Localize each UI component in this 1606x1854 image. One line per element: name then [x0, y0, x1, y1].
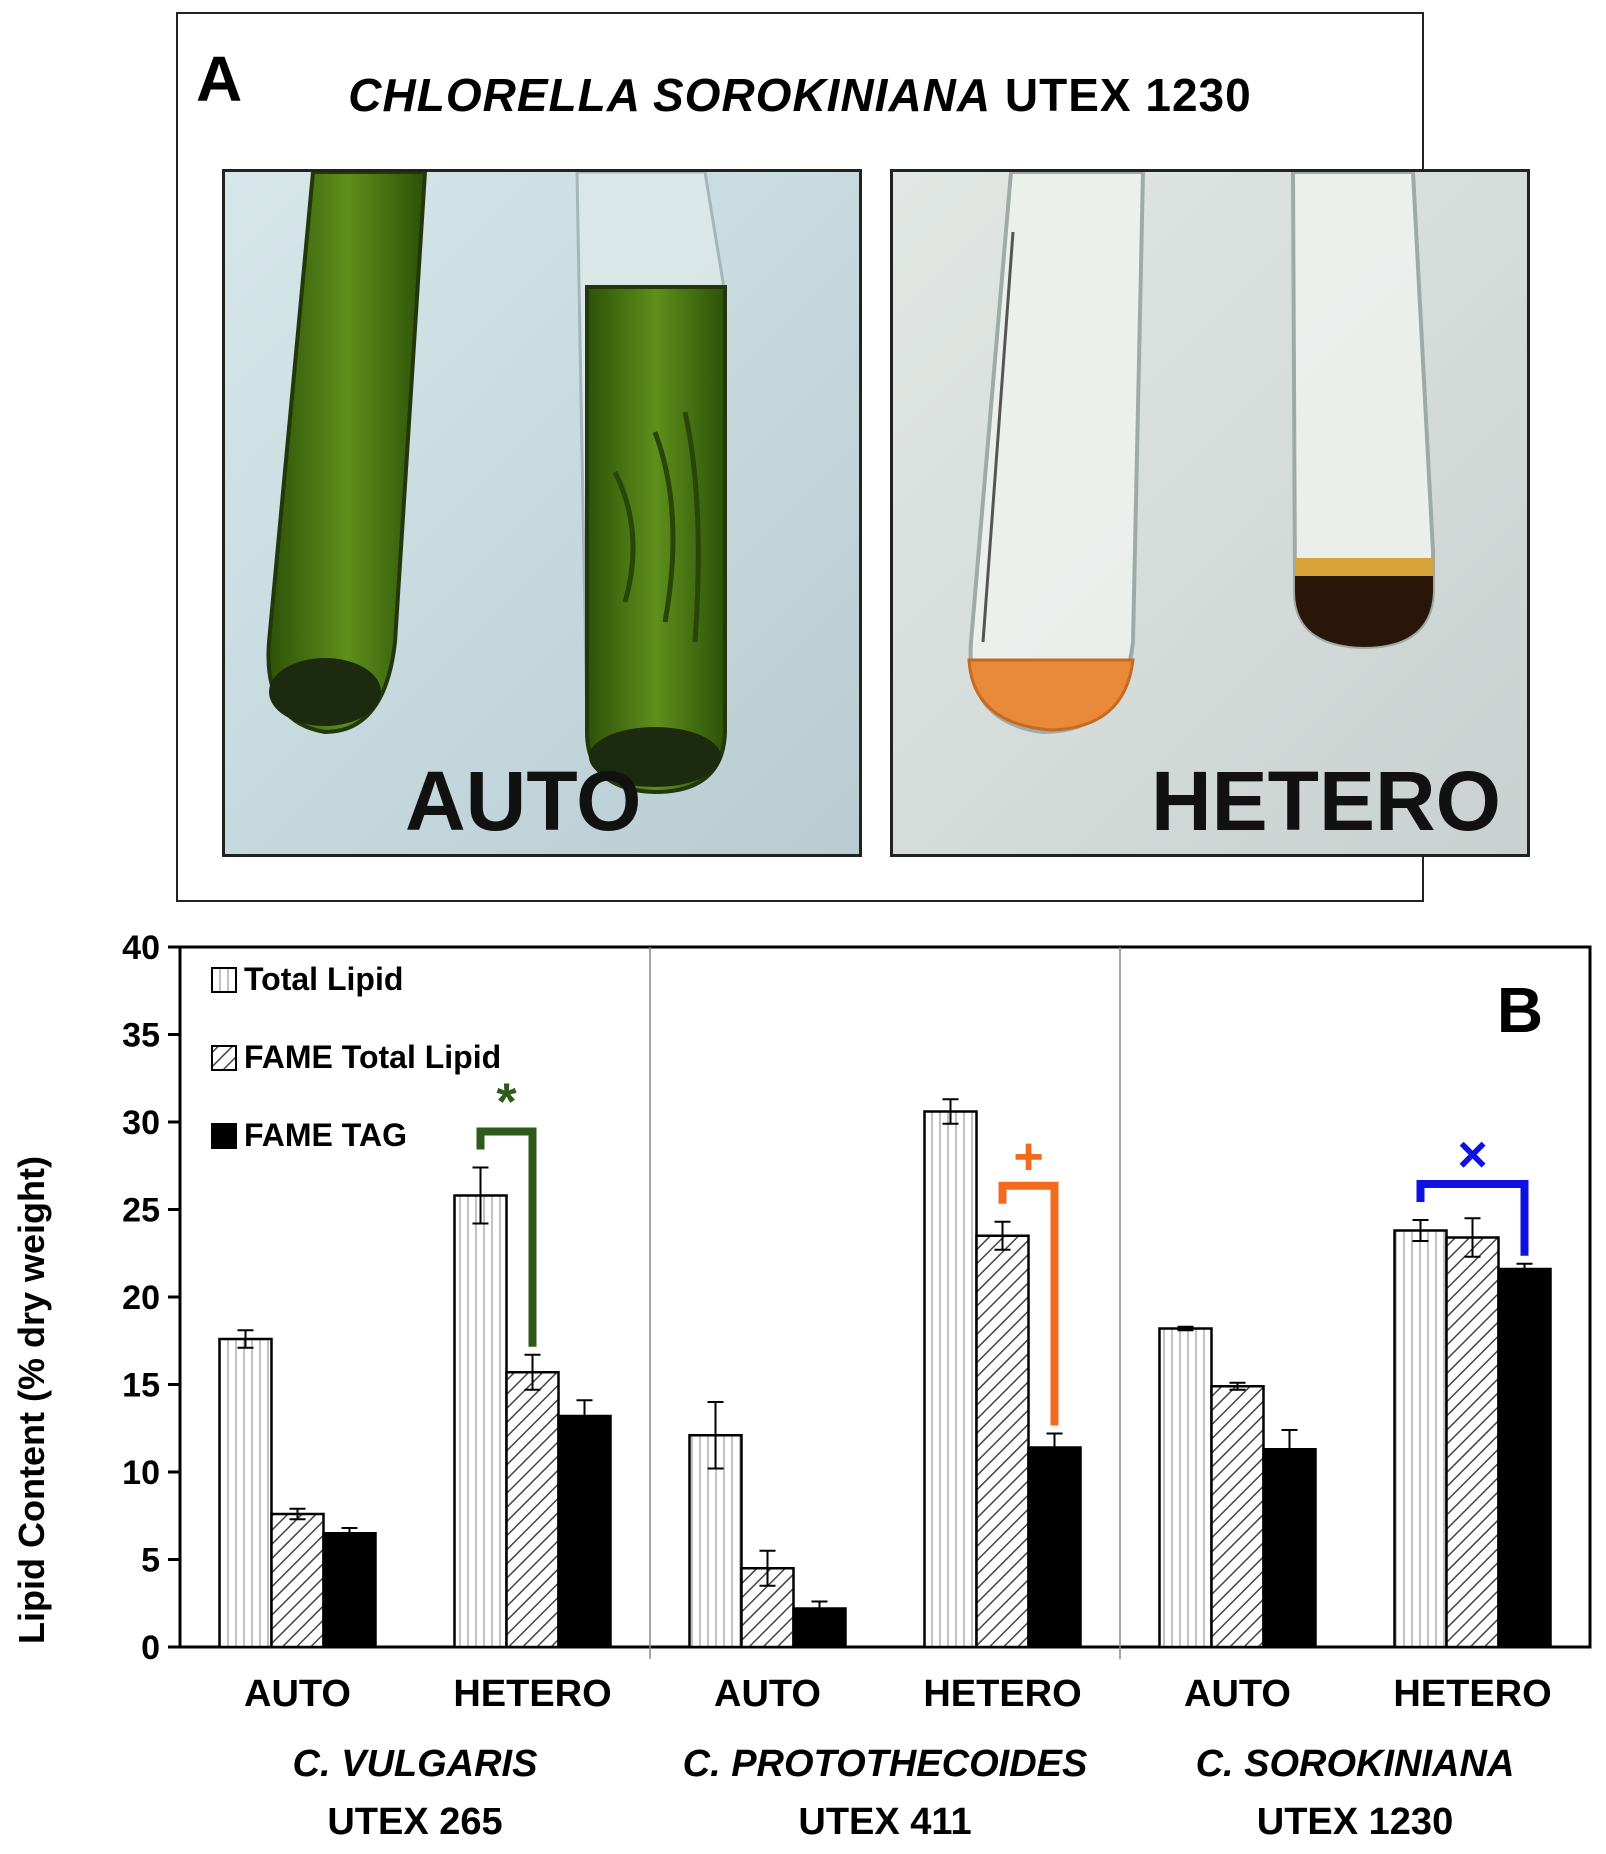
annotations-layer: * + ×	[476, 1074, 1529, 1426]
bar	[1445, 1236, 1500, 1649]
legend: Total Lipid FAME Total Lipid FAME TAG	[211, 961, 501, 1153]
group-strain: UTEX 1230	[1257, 1801, 1453, 1843]
species-name: CHLORELLA SOROKINIANA	[348, 69, 992, 121]
panel-a-photos: A CHLORELLA SOROKINIANA UTEX 1230 AUTO	[176, 12, 1530, 902]
category-label: AUTO	[714, 1673, 821, 1715]
panel-a-title: CHLORELLA SOROKINIANA UTEX 1230	[178, 68, 1422, 122]
bar	[1262, 1448, 1317, 1649]
significance-marker: ×	[1457, 1126, 1487, 1184]
y-tick-label: 30	[122, 1104, 160, 1142]
bar	[975, 1234, 1030, 1649]
panel-b-letter: B	[1497, 974, 1543, 1046]
y-tick-label: 0	[141, 1629, 160, 1667]
bars-layer	[218, 1098, 1552, 1649]
group-name: C. SOROKINIANA	[1196, 1743, 1515, 1785]
panel-a-letter: A	[196, 43, 243, 115]
group-strain: UTEX 411	[798, 1801, 971, 1843]
bar	[688, 1434, 743, 1649]
y-tick-label: 35	[122, 1017, 160, 1055]
group-strain: UTEX 265	[327, 1801, 502, 1843]
significance-marker: *	[496, 1074, 517, 1132]
category-label: HETERO	[1393, 1673, 1551, 1715]
bar	[453, 1194, 508, 1649]
category-label: HETERO	[923, 1673, 1081, 1715]
bar	[270, 1512, 325, 1649]
significance-marker: +	[1013, 1128, 1043, 1186]
legend-swatch	[211, 967, 237, 993]
legend-label: FAME TAG	[244, 1117, 407, 1153]
group-name: C. PROTOTHECOIDES	[683, 1743, 1088, 1785]
y-tick-label: 25	[122, 1192, 160, 1230]
auto-culture-photo: AUTO	[222, 169, 862, 857]
group-name: C. VULGARIS	[293, 1743, 538, 1785]
x-axis-labels: AUTO HETERO AUTO HETERO AUTO HETERO C. VULGARI…	[244, 1673, 1552, 1843]
hetero-photo-label: HETERO	[1150, 754, 1501, 848]
y-tick-label: 20	[122, 1279, 160, 1317]
significance-bracket	[1416, 1180, 1529, 1256]
bar	[1158, 1327, 1213, 1649]
legend-swatch	[211, 1045, 237, 1071]
bar	[1393, 1229, 1448, 1649]
hetero-culture-photo: HETERO	[890, 169, 1530, 857]
category-label: AUTO	[244, 1673, 351, 1715]
bar	[923, 1110, 978, 1649]
bar	[1210, 1385, 1265, 1649]
bar	[1027, 1446, 1082, 1649]
y-axis-label: Lipid Content (% dry weight)	[11, 1156, 52, 1644]
legend-swatch	[211, 1123, 237, 1149]
significance-bracket	[998, 1181, 1059, 1426]
y-tick-label: 40	[122, 929, 160, 967]
legend-label: FAME Total Lipid	[244, 1039, 501, 1075]
strain-id: UTEX 1230	[991, 69, 1252, 121]
bar	[218, 1337, 273, 1649]
y-tick-label: 10	[122, 1454, 160, 1492]
significance-bracket	[476, 1127, 537, 1347]
category-label: AUTO	[1184, 1673, 1291, 1715]
lipid-content-chart: 0 5 10 15 20 25 30 35 40 * + × Total Lipid FAME Tot…	[11, 929, 1592, 1843]
legend-label: Total Lipid	[244, 961, 403, 997]
bar	[505, 1371, 560, 1649]
y-axis: 0 5 10 15 20 25 30 35 40	[122, 929, 180, 1667]
auto-photo-label: AUTO	[405, 754, 642, 848]
category-label: HETERO	[453, 1673, 611, 1715]
bar	[322, 1532, 377, 1649]
y-tick-label: 5	[141, 1542, 160, 1580]
bar	[1497, 1267, 1552, 1649]
bar	[557, 1414, 612, 1649]
y-tick-label: 15	[122, 1367, 160, 1405]
